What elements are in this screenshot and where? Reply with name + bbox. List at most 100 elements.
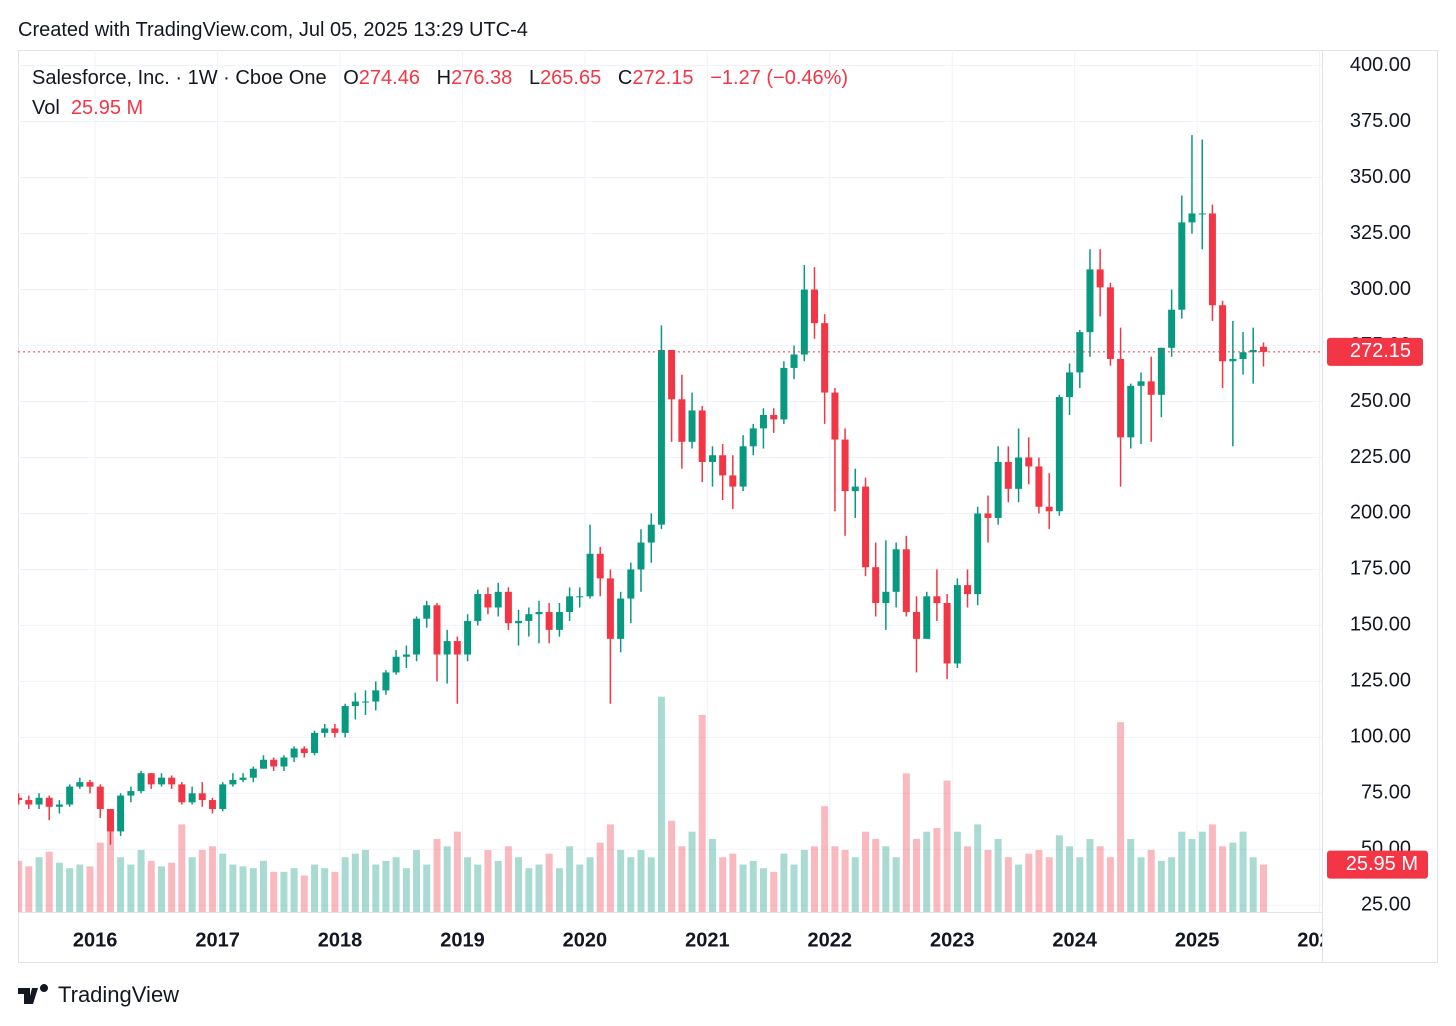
candle-body (627, 569, 635, 599)
candle-body (137, 773, 145, 792)
volume-bar (984, 849, 992, 912)
candle-body (749, 428, 757, 447)
volume-bar (739, 864, 747, 912)
l-value: 265.65 (540, 67, 602, 89)
candle-body (55, 804, 63, 807)
candle-body (433, 605, 441, 655)
candle-body (1208, 213, 1216, 306)
candle-body (759, 414, 767, 429)
volume-bar (953, 831, 961, 912)
candle-body (555, 611, 563, 630)
volume-bar (280, 871, 288, 912)
volume-bar (586, 857, 594, 912)
candle-body (719, 455, 727, 476)
volume-bar (1025, 853, 1033, 912)
volume-bar (821, 806, 829, 912)
volume-bar (627, 857, 635, 912)
candle-body (1178, 222, 1186, 310)
volume-bar (994, 839, 1002, 912)
volume-bar (1219, 846, 1227, 912)
candle-body (331, 728, 339, 733)
candle-body (35, 797, 43, 805)
volume-bar (96, 842, 104, 912)
candle-body (1035, 466, 1043, 507)
candle-body (1188, 213, 1196, 223)
volume-bar (239, 866, 247, 912)
candle-body (351, 701, 359, 707)
candle-body (668, 350, 676, 400)
candle-body (96, 786, 104, 810)
volume-bar (168, 862, 176, 912)
candle-body (525, 614, 533, 621)
candle-body (494, 591, 502, 608)
candle-body (821, 323, 829, 393)
h-value: 276.38 (451, 67, 513, 89)
candle-body (1086, 269, 1094, 333)
footer-brand: TradingView (58, 982, 180, 1007)
y-tick-label: 225.00 (1350, 446, 1411, 468)
l-label: L (528, 67, 541, 89)
volume-name: Vol (32, 97, 60, 119)
volume-bar (1127, 839, 1135, 912)
volume-bar (964, 846, 972, 912)
volume-bar (566, 846, 574, 912)
volume-bar (617, 849, 625, 912)
candle-body (698, 410, 706, 462)
volume-bar (198, 849, 206, 912)
candle-body (708, 455, 716, 462)
candle-body (423, 605, 431, 619)
y-tick-label: 200.00 (1350, 502, 1411, 524)
candle-body (1096, 269, 1104, 288)
candle-body (790, 354, 798, 368)
volume-bar (1147, 849, 1155, 912)
candle-body (45, 797, 53, 807)
y-tick-label: 400.00 (1350, 54, 1411, 76)
volume-bar (433, 839, 441, 912)
volume-bar (321, 868, 329, 912)
candle-body (953, 585, 961, 664)
volume-bar (1045, 857, 1053, 912)
volume-bar (545, 853, 553, 912)
volume-bar (423, 864, 431, 912)
c-label: C (617, 67, 633, 89)
candle-body (1249, 350, 1257, 353)
volume-bar (759, 868, 767, 912)
volume-bar (464, 857, 472, 912)
volume-bar (933, 828, 941, 912)
candle-body (729, 475, 737, 487)
volume-bar (657, 696, 665, 912)
volume-bar (678, 846, 686, 912)
candle-body (147, 773, 155, 785)
candle-body (270, 759, 278, 767)
volume-bar (290, 868, 298, 912)
candle-body (1259, 346, 1267, 352)
volume-bar (974, 824, 982, 912)
volume-bar (413, 849, 421, 912)
candle-body (25, 800, 33, 805)
candle-body (1137, 381, 1145, 386)
candle-body (219, 784, 227, 810)
volume-bar (392, 857, 400, 912)
header: Created with TradingView.com, Jul 05, 20… (18, 19, 528, 41)
candle-body (1117, 358, 1125, 438)
x-tick-label: 2017 (195, 929, 240, 951)
candle-body (647, 524, 655, 543)
candle-body (637, 542, 645, 570)
volume-bar (18, 860, 23, 912)
candle-body (1147, 381, 1155, 395)
volume-bar (361, 849, 369, 912)
candle-body (1239, 352, 1247, 359)
y-tick-label: 150.00 (1350, 614, 1411, 636)
candle-body (504, 591, 512, 624)
volume-bar (249, 868, 257, 912)
chart-frame (18, 50, 1438, 963)
x-tick-label: 2024 (1052, 929, 1097, 951)
volume-bar (729, 853, 737, 912)
volume-bar (1168, 857, 1176, 912)
volume-bar (219, 853, 227, 912)
y-tick-label: 300.00 (1350, 278, 1411, 300)
y-tick-label: 125.00 (1350, 670, 1411, 692)
candle-body (239, 777, 247, 780)
volume-bar (1035, 849, 1043, 912)
